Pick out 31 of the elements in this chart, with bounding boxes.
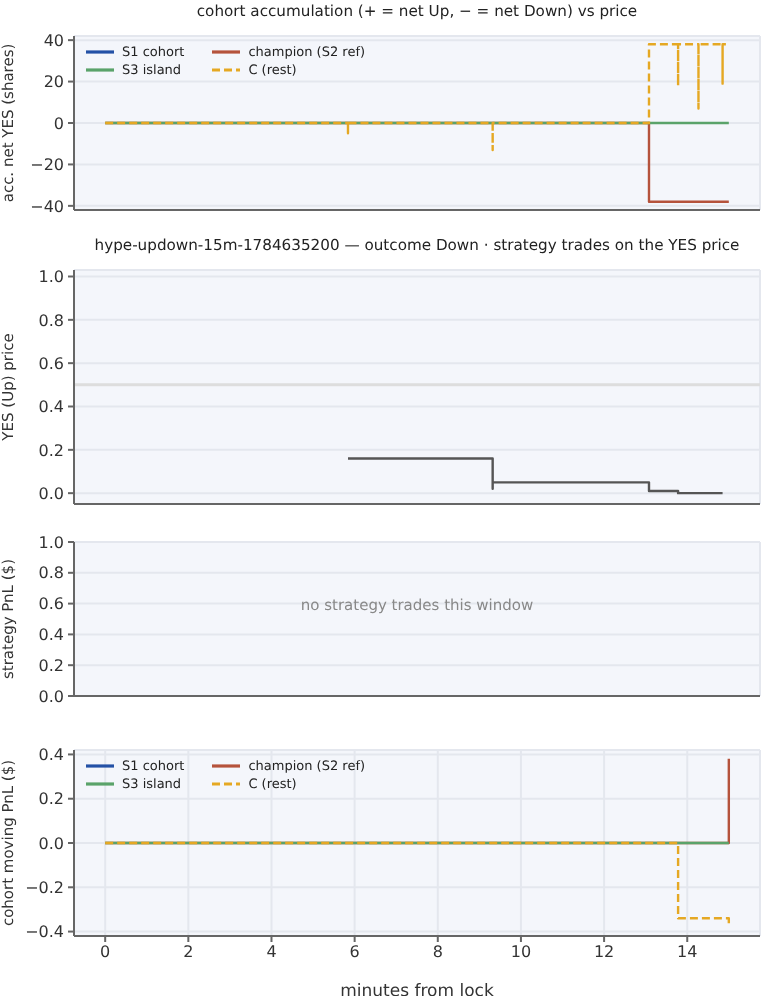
y-tick-label: 0.4 bbox=[38, 746, 64, 765]
y-tick-label: −0.2 bbox=[25, 878, 64, 897]
y-tick-label: −20 bbox=[30, 156, 64, 175]
y-tick-label: 0 bbox=[53, 114, 64, 133]
x-tick-label: 8 bbox=[432, 943, 443, 962]
y-tick-label: 0.6 bbox=[38, 354, 64, 373]
y-tick-label: 0.2 bbox=[38, 441, 64, 460]
y-tick-label: 0.0 bbox=[38, 834, 64, 853]
y-tick-label: 0.4 bbox=[38, 626, 64, 645]
y-tick-label: 0.2 bbox=[38, 790, 64, 809]
x-tick-label: 2 bbox=[183, 943, 194, 962]
y-tick-label: −0.4 bbox=[25, 923, 64, 942]
y-tick-label: 0.0 bbox=[38, 484, 64, 503]
y-tick-label: 0.0 bbox=[38, 687, 64, 706]
y-tick-label: 1.0 bbox=[38, 268, 64, 287]
y-tick-label: 40 bbox=[43, 31, 64, 50]
y-tick-label: 1.0 bbox=[38, 533, 64, 552]
y-tick-label: 20 bbox=[43, 73, 64, 92]
y-tick-label: 0.8 bbox=[38, 564, 64, 583]
y-tick-label: 0.6 bbox=[38, 595, 64, 614]
x-tick-label: 6 bbox=[349, 943, 360, 962]
y-tick-label: 0.8 bbox=[38, 311, 64, 330]
x-axis-title: minutes from lock bbox=[340, 982, 494, 1000]
x-tick-label: 12 bbox=[593, 943, 615, 962]
y-tick-label: 0.2 bbox=[38, 656, 64, 675]
x-tick-label: 10 bbox=[510, 943, 532, 962]
y-tick-label: 0.4 bbox=[38, 398, 64, 417]
x-tick-label: 0 bbox=[100, 943, 111, 962]
x-tick-label: 14 bbox=[677, 943, 698, 962]
x-tick-label: 4 bbox=[266, 943, 277, 962]
y-tick-label: −40 bbox=[30, 197, 64, 216]
